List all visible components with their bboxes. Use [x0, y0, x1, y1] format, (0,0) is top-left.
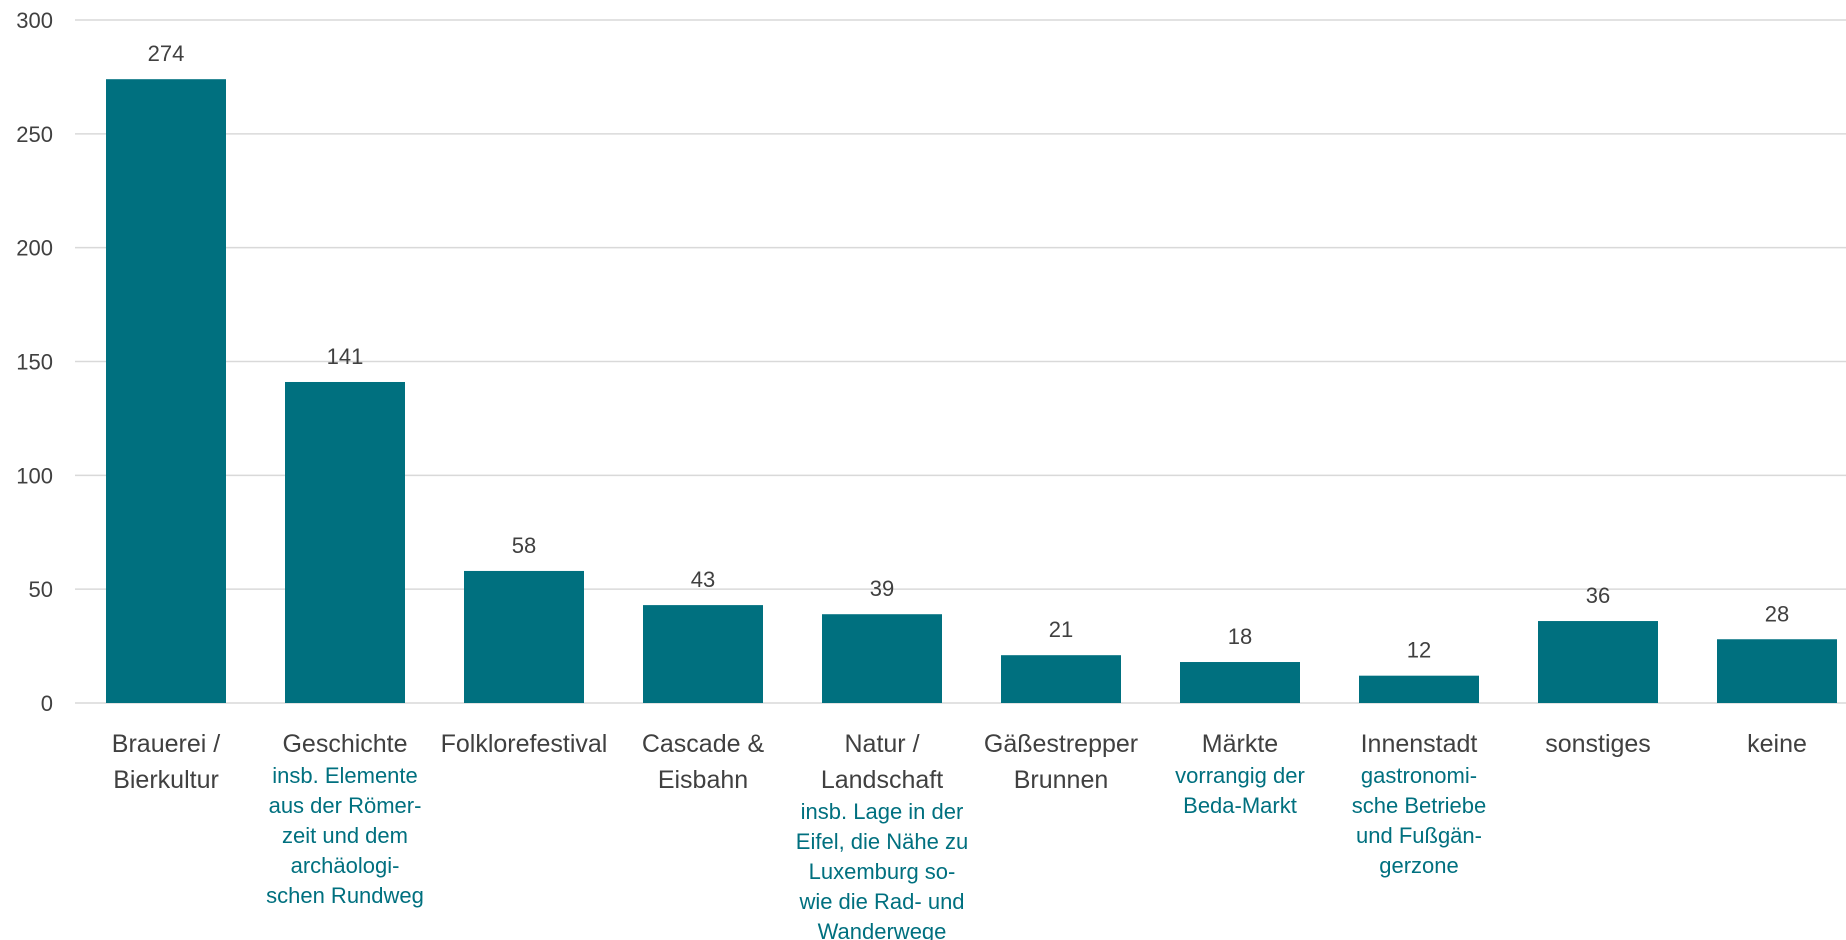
category-label: Eisbahn	[658, 766, 748, 794]
category-label: Gäßestrepper	[984, 730, 1138, 758]
y-tick-label: 150	[16, 350, 53, 375]
bar	[1180, 662, 1300, 703]
category-sublabel: Luxemburg so-	[809, 859, 956, 884]
y-tick-label: 50	[29, 577, 53, 602]
bar	[1359, 675, 1479, 703]
bar	[464, 570, 584, 703]
data-label: 274	[148, 41, 185, 66]
category-label: sonstiges	[1545, 730, 1651, 758]
bar	[1717, 639, 1837, 703]
bar	[643, 605, 763, 703]
category-label: Bierkultur	[113, 766, 219, 794]
category-label: Märkte	[1202, 730, 1278, 758]
category-sublabel: zeit und dem	[282, 823, 408, 848]
category-label: Landschaft	[821, 766, 943, 794]
category-sublabel: archäologi-	[291, 853, 400, 878]
data-labels: 274 141 58 43 39 21 18 12 36 28	[148, 41, 1790, 662]
y-tick-label: 250	[16, 122, 53, 147]
category-label: keine	[1747, 730, 1807, 758]
data-label: 12	[1407, 638, 1431, 663]
category-sublabel: vorrangig der	[1175, 763, 1305, 788]
y-tick-label: 0	[41, 691, 53, 716]
category-sublabel: wie die Rad- und	[798, 889, 964, 914]
bar	[106, 79, 226, 703]
category-label: Cascade &	[642, 730, 765, 758]
data-label: 28	[1765, 601, 1789, 626]
y-axis-ticks: 0 50 100 150 200 250 300	[16, 8, 53, 716]
category-sublabel: und Fußgän-	[1356, 823, 1482, 848]
bars	[106, 79, 1837, 703]
data-label: 21	[1049, 617, 1073, 642]
data-label: 43	[691, 567, 715, 592]
bar	[285, 381, 405, 703]
category-sublabel: Wanderwege	[818, 919, 947, 940]
category-sublabel: sche Betriebe	[1352, 793, 1487, 818]
category-sublabel: gerzone	[1379, 853, 1459, 878]
y-tick-label: 300	[16, 8, 53, 33]
data-label: 18	[1228, 624, 1252, 649]
y-tick-label: 200	[16, 236, 53, 261]
category-sublabel: Eifel, die Nähe zu	[796, 829, 968, 854]
data-label: 36	[1586, 583, 1610, 608]
category-sublabel: schen Rundweg	[266, 883, 424, 908]
category-labels: Brauerei / Bierkultur Geschichte insb. Elem…	[112, 730, 1807, 940]
category-sublabel: insb. Lage in der	[801, 799, 964, 824]
category-label: Natur /	[844, 730, 919, 758]
category-sublabel: Beda-Markt	[1183, 793, 1297, 818]
bar	[822, 614, 942, 703]
category-label: Geschichte	[282, 730, 407, 758]
bar	[1001, 655, 1121, 703]
bar	[1538, 621, 1658, 703]
category-sublabel: insb. Elemente	[272, 763, 418, 788]
category-sublabel: aus der Römer-	[269, 793, 422, 818]
category-label: Innenstadt	[1361, 730, 1478, 758]
y-tick-label: 100	[16, 463, 53, 488]
category-label: Folklorefestival	[441, 730, 608, 758]
data-label: 39	[870, 576, 894, 601]
data-label: 141	[327, 344, 364, 369]
category-sublabel: gastronomi-	[1361, 763, 1477, 788]
data-label: 58	[512, 533, 536, 558]
category-label: Brauerei /	[112, 730, 220, 758]
category-label: Brunnen	[1014, 766, 1109, 794]
